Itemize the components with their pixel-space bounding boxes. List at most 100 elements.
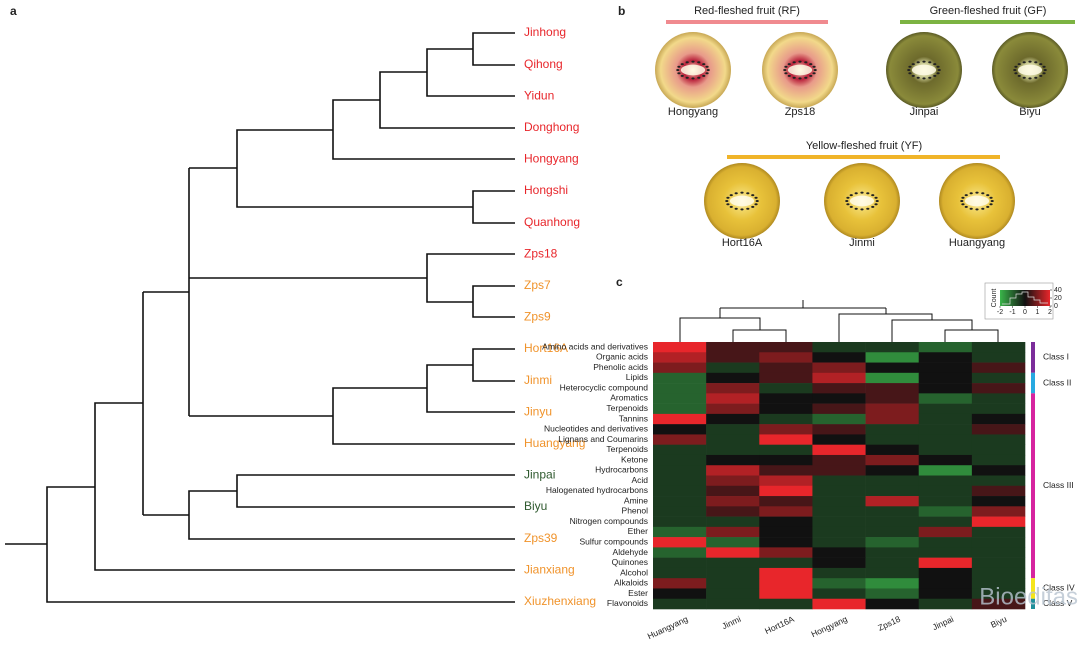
kiwi-seed [746, 207, 750, 210]
kiwi-seed [1028, 60, 1032, 63]
heatmap-cell [759, 526, 813, 538]
heatmap-cell [865, 485, 920, 497]
phylogenetic-tree [5, 32, 515, 603]
kiwi-seed [804, 61, 808, 64]
heatmap-cell [918, 547, 973, 558]
kiwi-seed [960, 200, 964, 202]
heatmap-cell [653, 496, 707, 507]
heatmap-cell [865, 444, 920, 456]
kiwi-seed [1042, 72, 1046, 75]
row-label: Quinones [612, 557, 648, 567]
heatmap-cell [918, 588, 973, 600]
kiwi-seed [729, 194, 733, 197]
heatmap-cell [653, 516, 707, 528]
kiwi-seed [751, 194, 755, 197]
kiwi-core [849, 195, 875, 207]
heatmap-cell [706, 465, 760, 476]
heatmap-cell [706, 567, 760, 579]
kiwi-seed [680, 63, 684, 66]
kiwi-seed [1034, 61, 1038, 64]
column-label: Zps18 [876, 614, 902, 633]
row-label: Hydrocarbons [595, 465, 648, 475]
heatmap-cell [653, 383, 707, 394]
heatmap-cell [653, 413, 707, 425]
heatmap-cell [971, 342, 1026, 353]
fruit-label: Biyu [1019, 106, 1040, 118]
heatmap-cell [918, 506, 973, 517]
row-label: Halogenated hydrocarbons [546, 485, 648, 495]
heatmap-cell [653, 588, 707, 600]
kiwi-seed [697, 61, 701, 64]
fruit-label: Hort16A [722, 237, 763, 249]
kiwi-seed [1039, 74, 1043, 77]
heatmap-cell [971, 372, 1026, 384]
row-label: Aromatics [610, 393, 648, 403]
row-label: Lignans and Coumarins [558, 434, 648, 444]
colorbar-tick-label: 2 [1048, 309, 1052, 316]
heatmap-cell [812, 537, 866, 548]
heatmap-cell [759, 506, 813, 517]
row-label: Phenolic acids [593, 362, 648, 372]
kiwi-seed [849, 194, 853, 197]
heatmap-cell [812, 485, 866, 497]
heatmap-cell [812, 444, 866, 456]
kiwi-seed [846, 196, 850, 199]
class-label: Class V [1043, 598, 1073, 608]
leaf-label: Jinmi [524, 373, 552, 387]
row-label: Nitrogen compounds [570, 516, 648, 526]
leaf-label: Hongyang [524, 152, 579, 166]
colorbar-tick-label: -1 [1009, 309, 1015, 316]
heatmap-cell [759, 383, 813, 394]
heatmap-cell [653, 352, 707, 363]
heatmap-cell [653, 526, 707, 538]
kiwi-seed [1014, 72, 1018, 75]
heatmap-cell [918, 526, 973, 538]
heatmap-cell [706, 598, 760, 610]
heatmap-cell [971, 516, 1026, 528]
leaf-label: Zps9 [524, 310, 551, 324]
heatmap-cell [812, 413, 866, 425]
kiwi-seed [729, 205, 733, 208]
row-label: Phenol [622, 506, 649, 516]
heatmap-cell [812, 383, 866, 394]
heatmap-cell [706, 403, 760, 415]
legend-histogram [1002, 291, 1048, 305]
kiwi-seed [969, 192, 973, 195]
heatmap-cell [759, 413, 813, 425]
column-label: Hort16A [763, 614, 796, 636]
heatmap-cell [653, 506, 707, 517]
row-label: Alkaloids [614, 578, 648, 588]
heatmap-cell [812, 372, 866, 384]
heatmap-cell [653, 578, 707, 589]
heatmap-cell [918, 403, 973, 415]
kiwi-core [964, 195, 990, 207]
kiwi-seed [751, 205, 755, 208]
kiwi-seed [792, 61, 796, 64]
heatmap-cell [759, 475, 813, 487]
heatmap-cell [865, 362, 920, 374]
heatmap-cell [865, 496, 920, 507]
kiwi-seed [706, 69, 710, 71]
heatmap-cell [653, 393, 707, 404]
heatmap-cell [865, 506, 920, 517]
heatmap-cell [706, 578, 760, 589]
class-label: Class IV [1043, 583, 1075, 593]
kiwi-core [1017, 64, 1043, 76]
heatmap-cell [759, 403, 813, 415]
kiwi-seed [933, 63, 937, 66]
heatmap-cell [759, 557, 813, 569]
heatmap-cell [706, 342, 760, 353]
fruit-label: Jinmi [849, 237, 875, 249]
kiwi-core [729, 195, 755, 207]
heatmap-cell [971, 557, 1026, 569]
leaf-label: Biyu [524, 499, 547, 513]
heatmap-cell [865, 578, 920, 589]
fruit-label: Hongyang [668, 106, 718, 118]
heatmap-cell [706, 383, 760, 394]
heatmap-cell [971, 526, 1026, 538]
heatmap-cell [918, 557, 973, 569]
kiwi-seed [922, 77, 926, 80]
kiwi-core [787, 64, 813, 76]
kiwi-seed [740, 191, 744, 194]
heatmap-cell [812, 393, 866, 404]
